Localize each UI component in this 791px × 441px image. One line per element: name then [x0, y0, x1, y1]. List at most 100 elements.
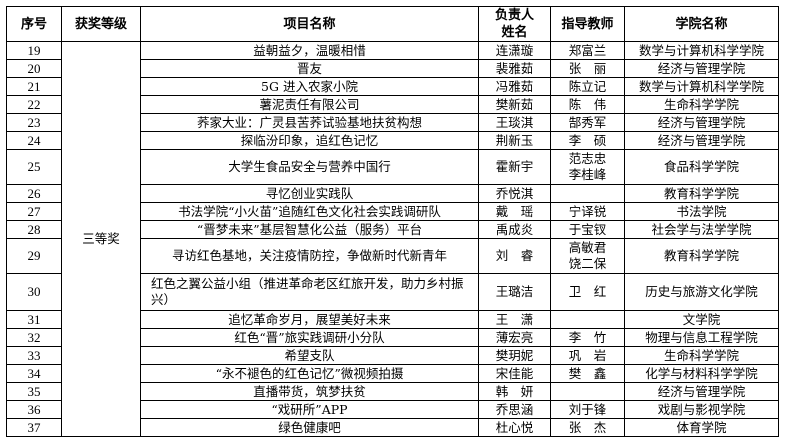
project-name: 追忆革命岁月，展望美好未来: [140, 310, 479, 329]
advisor-name: 范志忠 李桂峰: [550, 149, 625, 185]
college-name: 文学院: [624, 310, 779, 329]
advisor-name: 宁译锐: [550, 202, 625, 221]
project-name: 5G 进入农家小院: [140, 77, 479, 96]
project-name: 红色“晋”旅实践调研小分队: [140, 328, 479, 347]
college-name: 历史与旅游文化学院: [624, 273, 779, 311]
project-name: 晋友: [140, 59, 479, 78]
college-name: 生命科学学院: [624, 95, 779, 114]
row-index: 22: [6, 95, 62, 114]
row-index: 37: [6, 418, 62, 437]
row-index: 28: [6, 220, 62, 239]
leader-name: 禹成炎: [478, 220, 551, 239]
project-name: 薯泥责任有限公司: [140, 95, 479, 114]
project-name: 书法学院“小火苗”追随红色文化社会实践调研队: [140, 202, 479, 221]
project-name: 大学生食品安全与营养中国行: [140, 149, 479, 185]
college-name: 经济与管理学院: [624, 382, 779, 401]
project-name: “晋梦未来”基层智慧化公益（服务）平台: [140, 220, 479, 239]
leader-name: 王琰淇: [478, 113, 551, 132]
advisor-name: 巩 岩: [550, 346, 625, 365]
leader-name: 刘 睿: [478, 238, 551, 274]
awards-table: 序号 获奖等级 项目名称 负责人姓名 指导教师 学院名称 19 三等奖 益朝益夕，温…: [6, 6, 779, 437]
leader-name: 王璐洁: [478, 273, 551, 311]
advisor-name: 高敏君 饶二保: [550, 238, 625, 274]
college-name: 经济与管理学院: [624, 113, 779, 132]
header-college: 学院名称: [624, 6, 779, 42]
leader-name: 韩 妍: [478, 382, 551, 401]
table-row: 37 绿色健康吧 杜心悦张 杰体育学院: [6, 418, 779, 437]
header-project: 项目名称: [140, 6, 479, 42]
college-name: 经济与管理学院: [624, 59, 779, 78]
college-name: 化学与材料科学学院: [624, 364, 779, 383]
row-index: 21: [6, 77, 62, 96]
leader-name: 樊玥妮: [478, 346, 551, 365]
leader-name: 霍新宇: [478, 149, 551, 185]
leader-name: 乔悦淇: [478, 184, 551, 203]
table-row: 19 三等奖 益朝益夕，温暖相惜 连潇璇 郑富兰 数学与计算机科学学院: [6, 41, 779, 437]
table-row: 25 大学生食品安全与营养中国行 霍新宇 范志忠 李桂峰 食品科学学院: [6, 149, 779, 185]
leader-name: 冯雅茹: [478, 77, 551, 96]
college-name: 食品科学学院: [624, 149, 779, 185]
header-advisor: 指导教师: [550, 6, 625, 42]
row-index: 26: [6, 184, 62, 203]
row-index: 25: [6, 149, 62, 185]
header-index: 序号: [6, 6, 62, 42]
advisor-name: [550, 382, 625, 401]
row-index: 35: [6, 382, 62, 401]
leader-name: 薄宏亮: [478, 328, 551, 347]
header-award: 获奖等级: [61, 6, 141, 42]
leader-name: 樊新茹: [478, 95, 551, 114]
advisor-name: 樊 鑫: [550, 364, 625, 383]
project-name: 直播带货，筑梦扶贫: [140, 382, 479, 401]
college-name: 教育科学学院: [624, 238, 779, 274]
college-name: 物理与信息工程学院: [624, 328, 779, 347]
project-name: 益朝益夕，温暖相惜: [140, 41, 479, 60]
college-name: 经济与管理学院: [624, 131, 779, 150]
project-name: 希望支队: [140, 346, 479, 365]
leader-name: 连潇璇: [478, 41, 551, 60]
advisor-name: 郜秀军: [550, 113, 625, 132]
project-name: 红色之翼公益小组（推进革命老区红旅开发，助力乡村振兴）: [140, 273, 479, 311]
row-index: 33: [6, 346, 62, 365]
award-level-cell: 三等奖: [61, 41, 141, 437]
table-row: 30 红色之翼公益小组（推进革命老区红旅开发，助力乡村振兴） 王璐洁卫 红历史与旅游…: [6, 273, 779, 311]
advisor-name: 张 杰: [550, 418, 625, 437]
header-leader-text: 负责人姓名: [495, 8, 535, 40]
advisor-name: 李 竹: [550, 328, 625, 347]
table-row: 35 直播带货，筑梦扶贫韩 妍 经济与管理学院: [6, 382, 779, 401]
project-name: 探临汾印象，追红色记忆: [140, 131, 479, 150]
table-body: 19 三等奖 益朝益夕，温暖相惜 连潇璇 郑富兰 数学与计算机科学学院 20 晋友 裴雅茹张 丽…: [6, 41, 779, 437]
row-index: 24: [6, 131, 62, 150]
table-row: 26 寻忆创业实践队 乔悦淇 教育科学学院: [6, 184, 779, 203]
advisor-name: 李 硕: [550, 131, 625, 150]
advisor-name: 陈立记: [550, 77, 625, 96]
advisor-name: 陈 伟: [550, 95, 625, 114]
row-index: 19: [6, 41, 62, 60]
row-index: 20: [6, 59, 62, 78]
college-name: 生命科学学院: [624, 346, 779, 365]
college-name: 数学与计算机科学学院: [624, 41, 779, 60]
table-row: 31 追忆革命岁月，展望美好未来王 潇 文学院: [6, 310, 779, 329]
header-leader: 负责人姓名: [478, 6, 551, 42]
advisor-name: [550, 184, 625, 203]
table-row: 32 红色“晋”旅实践调研小分队 薄宏亮李 竹物理与信息工程学院: [6, 328, 779, 347]
leader-name: 杜心悦: [478, 418, 551, 437]
college-name: 体育学院: [624, 418, 779, 437]
project-name: 寻忆创业实践队: [140, 184, 479, 203]
advisor-name: 卫 红: [550, 273, 625, 311]
advisor-name: 于宝钗: [550, 220, 625, 239]
college-name: 社会学与法学学院: [624, 220, 779, 239]
project-name: “戏研所”APP: [140, 400, 479, 419]
leader-name: 乔思涵: [478, 400, 551, 419]
row-index: 29: [6, 238, 62, 274]
college-name: 数学与计算机科学学院: [624, 77, 779, 96]
row-index: 34: [6, 364, 62, 383]
advisor-name: [550, 310, 625, 329]
table-row: 36 “戏研所”APP 乔思涵 刘于锋 戏剧与影视学院: [6, 400, 779, 419]
row-index: 30: [6, 273, 62, 311]
advisor-name: 郑富兰: [550, 41, 625, 60]
advisor-name: 刘于锋: [550, 400, 625, 419]
table-row: 20 晋友 裴雅茹张 丽经济与管理学院: [6, 59, 779, 78]
college-name: 戏剧与影视学院: [624, 400, 779, 419]
project-name: “永不褪色的红色记忆”微视频拍摄: [140, 364, 479, 383]
advisor-name: 张 丽: [550, 59, 625, 78]
